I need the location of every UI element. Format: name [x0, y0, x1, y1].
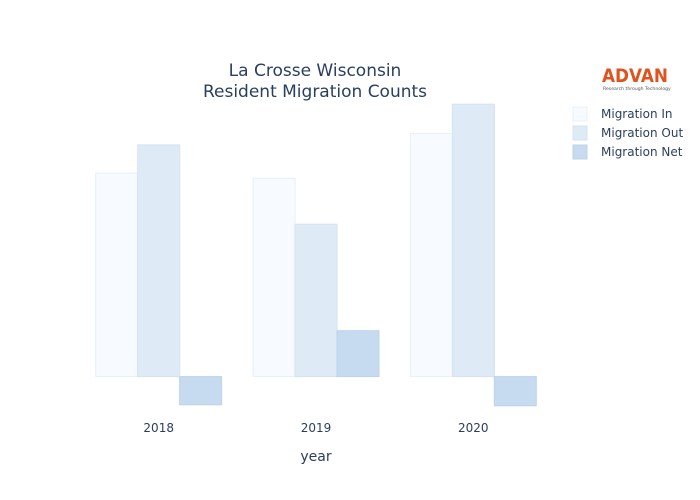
legend-label: Migration Out	[601, 126, 683, 140]
legend-label: Migration Net	[601, 145, 683, 159]
bar-migration-in-2018	[95, 172, 139, 378]
chart-title-line-2: Resident Migration Counts	[203, 82, 427, 102]
x-tick-label: 2018	[143, 421, 174, 435]
legend-swatch	[572, 144, 588, 160]
legend-item[interactable]: Migration Out	[572, 125, 683, 141]
bar-migration-net-2020	[493, 376, 537, 407]
chart-title: La Crosse Wisconsin Resident Migration C…	[203, 61, 427, 102]
legend-swatch	[572, 106, 588, 122]
x-tick-label: 2019	[301, 421, 332, 435]
chart-title-line-1: La Crosse Wisconsin	[229, 61, 402, 81]
legend-item[interactable]: Migration In	[572, 106, 673, 122]
legend-swatch	[572, 125, 588, 141]
plot-area	[95, 103, 537, 407]
bar-migration-net-2019	[336, 330, 380, 378]
x-tick-label: 2020	[458, 421, 489, 435]
advan-logo: ADVAN Research through Technology	[602, 65, 671, 92]
bar-migration-in-2020	[409, 132, 453, 378]
bar-migration-out-2019	[294, 223, 338, 378]
legend-item[interactable]: Migration Net	[572, 144, 683, 160]
x-axis-title: year	[300, 449, 331, 465]
logo-tagline: Research through Technology	[603, 86, 671, 92]
bar-migration-in-2019	[252, 177, 296, 378]
bar-migration-out-2018	[137, 144, 181, 378]
legend: Migration In Migration Out Migration Net	[572, 106, 683, 160]
x-axis-ticks: 2018 2019 2020	[143, 421, 488, 435]
logo-brand: ADVAN	[602, 65, 668, 87]
bar-migration-out-2020	[451, 103, 495, 378]
legend-label: Migration In	[601, 107, 673, 121]
bar-migration-net-2018	[179, 376, 223, 406]
